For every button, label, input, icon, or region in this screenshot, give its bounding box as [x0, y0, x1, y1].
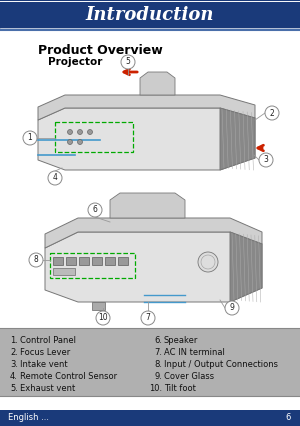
Circle shape	[29, 253, 43, 267]
Text: Intake vent: Intake vent	[20, 360, 68, 369]
Text: Cover Glass: Cover Glass	[164, 372, 214, 381]
FancyBboxPatch shape	[0, 328, 300, 396]
Text: 1: 1	[28, 133, 32, 143]
Text: 5.: 5.	[10, 384, 18, 393]
Polygon shape	[45, 218, 262, 248]
Circle shape	[88, 130, 92, 135]
FancyBboxPatch shape	[0, 410, 300, 426]
FancyBboxPatch shape	[118, 257, 128, 265]
Circle shape	[265, 106, 279, 120]
FancyBboxPatch shape	[105, 257, 115, 265]
Circle shape	[141, 311, 155, 325]
Polygon shape	[92, 302, 105, 310]
Text: Tilt foot: Tilt foot	[164, 384, 196, 393]
Circle shape	[23, 131, 37, 145]
Circle shape	[198, 252, 218, 272]
Circle shape	[68, 130, 73, 135]
Circle shape	[77, 139, 83, 144]
FancyBboxPatch shape	[92, 257, 102, 265]
Text: 9.: 9.	[154, 372, 162, 381]
FancyBboxPatch shape	[53, 257, 63, 265]
Circle shape	[259, 153, 273, 167]
Text: 10: 10	[98, 314, 108, 322]
Polygon shape	[140, 72, 175, 95]
Text: 1.: 1.	[10, 336, 18, 345]
FancyBboxPatch shape	[66, 257, 76, 265]
Polygon shape	[38, 108, 255, 170]
Circle shape	[96, 311, 110, 325]
Circle shape	[88, 203, 102, 217]
Text: 2.: 2.	[10, 348, 18, 357]
Circle shape	[77, 130, 83, 135]
Text: Control Panel: Control Panel	[20, 336, 76, 345]
Text: 8: 8	[34, 256, 38, 265]
Circle shape	[48, 171, 62, 185]
Text: Speaker: Speaker	[164, 336, 198, 345]
Text: 5: 5	[126, 58, 130, 66]
FancyBboxPatch shape	[53, 268, 75, 275]
Polygon shape	[230, 232, 262, 302]
Text: 3.: 3.	[10, 360, 18, 369]
Polygon shape	[45, 232, 262, 302]
FancyBboxPatch shape	[79, 257, 89, 265]
Text: Remote Control Sensor: Remote Control Sensor	[20, 372, 117, 381]
Circle shape	[121, 55, 135, 69]
Text: Projector: Projector	[48, 57, 102, 67]
Text: 6: 6	[285, 414, 291, 423]
Polygon shape	[38, 95, 255, 120]
Text: 6: 6	[93, 205, 98, 215]
Text: 7.: 7.	[154, 348, 162, 357]
Text: 10.: 10.	[149, 384, 162, 393]
Text: 9: 9	[230, 303, 234, 313]
Text: 3: 3	[264, 155, 268, 164]
Text: AC IN terminal: AC IN terminal	[164, 348, 225, 357]
FancyBboxPatch shape	[0, 0, 300, 30]
Circle shape	[68, 139, 73, 144]
Text: 4.: 4.	[10, 372, 18, 381]
Text: 8.: 8.	[154, 360, 162, 369]
Text: Introduction: Introduction	[86, 6, 214, 24]
Text: 7: 7	[146, 314, 150, 322]
Text: English ...: English ...	[8, 414, 49, 423]
Text: 2: 2	[270, 109, 274, 118]
Text: Focus Lever: Focus Lever	[20, 348, 70, 357]
Text: Exhaust vent: Exhaust vent	[20, 384, 75, 393]
Circle shape	[225, 301, 239, 315]
Text: 4: 4	[52, 173, 57, 182]
Text: Input / Output Connections: Input / Output Connections	[164, 360, 278, 369]
Polygon shape	[110, 193, 185, 218]
Text: 6.: 6.	[154, 336, 162, 345]
Polygon shape	[220, 108, 255, 170]
Text: Product Overview: Product Overview	[38, 44, 163, 57]
